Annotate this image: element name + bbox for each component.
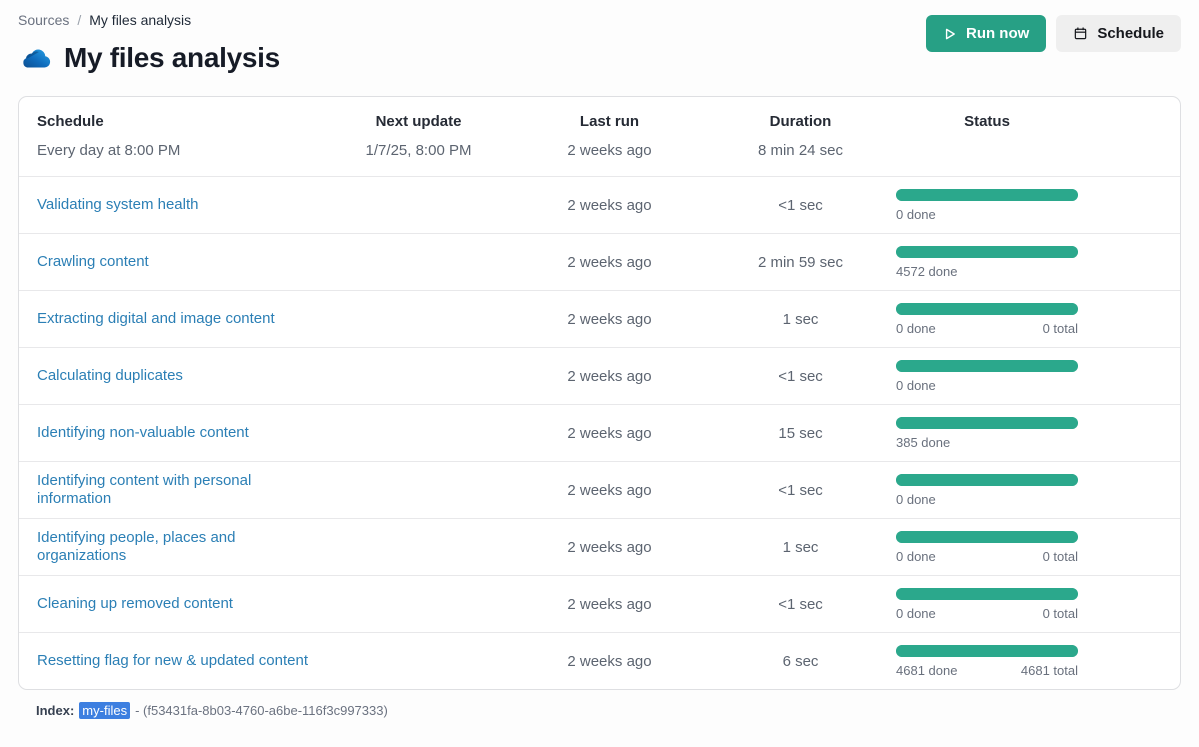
task-link[interactable]: Validating system health (37, 196, 199, 213)
schedule-button[interactable]: Schedule (1056, 15, 1181, 52)
progress-bar (896, 188, 1078, 201)
progress-bar-fill (896, 302, 1078, 315)
table-row: Identifying content with personal inform… (19, 461, 1180, 518)
progress-bar-fill (896, 359, 1078, 372)
duration-value: <1 sec (778, 481, 823, 499)
duration-value: 6 sec (782, 652, 819, 670)
table-row: Calculating duplicates 2 weeks ago <1 se… (19, 347, 1180, 404)
progress-bar-fill (896, 416, 1078, 429)
calendar-icon (1073, 26, 1088, 41)
task-link[interactable]: Identifying content with personal inform… (37, 472, 252, 507)
progress-bar (896, 644, 1078, 657)
done-count: 0 done (896, 377, 936, 393)
task-link[interactable]: Extracting digital and image content (37, 310, 275, 327)
table-row: Extracting digital and image content 2 w… (19, 290, 1180, 347)
table-header: Schedule Next update Last run Duration S… (19, 97, 1180, 176)
task-rows: Validating system health 2 weeks ago <1 … (19, 176, 1180, 689)
duration-value: <1 sec (778, 367, 823, 385)
task-link[interactable]: Crawling content (37, 253, 149, 270)
column-header-status: Status (964, 113, 1010, 130)
task-link[interactable]: Identifying people, places and organizat… (37, 529, 236, 564)
progress-bar-fill (896, 188, 1078, 201)
task-link[interactable]: Resetting flag for new & updated content (37, 652, 309, 669)
last-run-value: 2 weeks ago (567, 367, 652, 385)
progress-bar (896, 530, 1078, 543)
index-label: Index: (36, 703, 75, 718)
header-actions: Run now Schedule (925, 15, 1181, 52)
last-run-value: 2 weeks ago (567, 196, 652, 214)
column-header-schedule: Schedule (37, 113, 104, 130)
next-update-value: 1/7/25, 8:00 PM (365, 142, 472, 159)
duration-value: <1 sec (778, 595, 823, 613)
last-run-value: 2 weeks ago (567, 595, 652, 613)
total-count: 4681 total (1020, 662, 1078, 678)
table-row: Identifying non-valuable content 2 weeks… (19, 404, 1180, 461)
progress-bar (896, 587, 1078, 600)
progress-bar-fill (896, 587, 1078, 600)
last-run-value: 2 weeks ago (567, 310, 652, 328)
last-run-value: 2 weeks ago (567, 652, 652, 670)
onedrive-cloud-icon (18, 46, 52, 70)
breadcrumb-separator: / (77, 12, 82, 28)
page-title: My files analysis (64, 42, 280, 73)
run-now-button[interactable]: Run now (925, 15, 1047, 52)
progress-bar-fill (896, 473, 1078, 486)
progress-bar (896, 245, 1078, 258)
column-header-next-update: Next update (375, 113, 462, 130)
done-count: 0 done (896, 491, 936, 507)
index-id: - (f53431fa-8b03-4760-a6be-116f3c997333) (135, 703, 388, 718)
schedule-value: Every day at 8:00 PM (37, 142, 181, 159)
table-row: Validating system health 2 weeks ago <1 … (19, 176, 1180, 233)
task-link[interactable]: Calculating duplicates (37, 367, 183, 384)
done-count: 4572 done (896, 263, 958, 279)
progress-bar-fill (896, 245, 1078, 258)
column-header-last-run: Last run (579, 113, 640, 130)
last-run-value: 2 weeks ago (567, 538, 652, 556)
task-link[interactable]: Identifying non-valuable content (37, 424, 249, 441)
done-count: 0 done (896, 548, 936, 564)
done-count: 0 done (896, 206, 936, 222)
total-count: 0 total (1042, 605, 1078, 621)
progress-bar-fill (896, 530, 1078, 543)
table-row: Resetting flag for new & updated content… (19, 632, 1180, 689)
done-count: 385 done (896, 434, 951, 450)
run-now-label: Run now (965, 25, 1030, 42)
last-run-value: 2 weeks ago (567, 253, 652, 271)
summary-duration-value: 8 min 24 sec (757, 142, 844, 159)
duration-value: 2 min 59 sec (757, 253, 844, 271)
breadcrumb-sources-link[interactable]: Sources (18, 12, 70, 28)
duration-value: 15 sec (778, 424, 823, 442)
duration-value: 1 sec (782, 538, 819, 556)
runs-table: Schedule Next update Last run Duration S… (18, 96, 1181, 690)
done-count: 4681 done (896, 662, 958, 678)
done-count: 0 done (896, 320, 936, 336)
task-link[interactable]: Cleaning up removed content (37, 595, 233, 612)
topbar: Sources / My files analysis (0, 0, 1199, 74)
last-run-value: 2 weeks ago (567, 481, 652, 499)
done-count: 0 done (896, 605, 936, 621)
schedule-label: Schedule (1097, 25, 1164, 42)
table-row: Identifying people, places and organizat… (19, 518, 1180, 575)
summary-last-run-value: 2 weeks ago (567, 142, 652, 159)
column-header-duration: Duration (769, 113, 832, 130)
progress-bar (896, 473, 1078, 486)
index-name: my-files (79, 702, 131, 719)
page: Sources / My files analysis (0, 0, 1199, 719)
duration-value: 1 sec (782, 310, 819, 328)
breadcrumb: Sources / My files analysis (18, 12, 1181, 28)
table-row: Cleaning up removed content 2 weeks ago … (19, 575, 1180, 632)
total-count: 0 total (1042, 548, 1078, 564)
index-info: Index: my-files - (f53431fa-8b03-4760-a6… (36, 702, 1163, 719)
breadcrumb-current: My files analysis (89, 12, 192, 28)
table-row: Crawling content 2 weeks ago 2 min 59 se… (19, 233, 1180, 290)
title-row: My files analysis (18, 42, 1181, 74)
play-icon (943, 27, 957, 41)
progress-bar (896, 302, 1078, 315)
progress-bar (896, 359, 1078, 372)
progress-bar (896, 416, 1078, 429)
total-count: 0 total (1042, 320, 1078, 336)
duration-value: <1 sec (778, 196, 823, 214)
last-run-value: 2 weeks ago (567, 424, 652, 442)
progress-bar-fill (896, 644, 1078, 657)
